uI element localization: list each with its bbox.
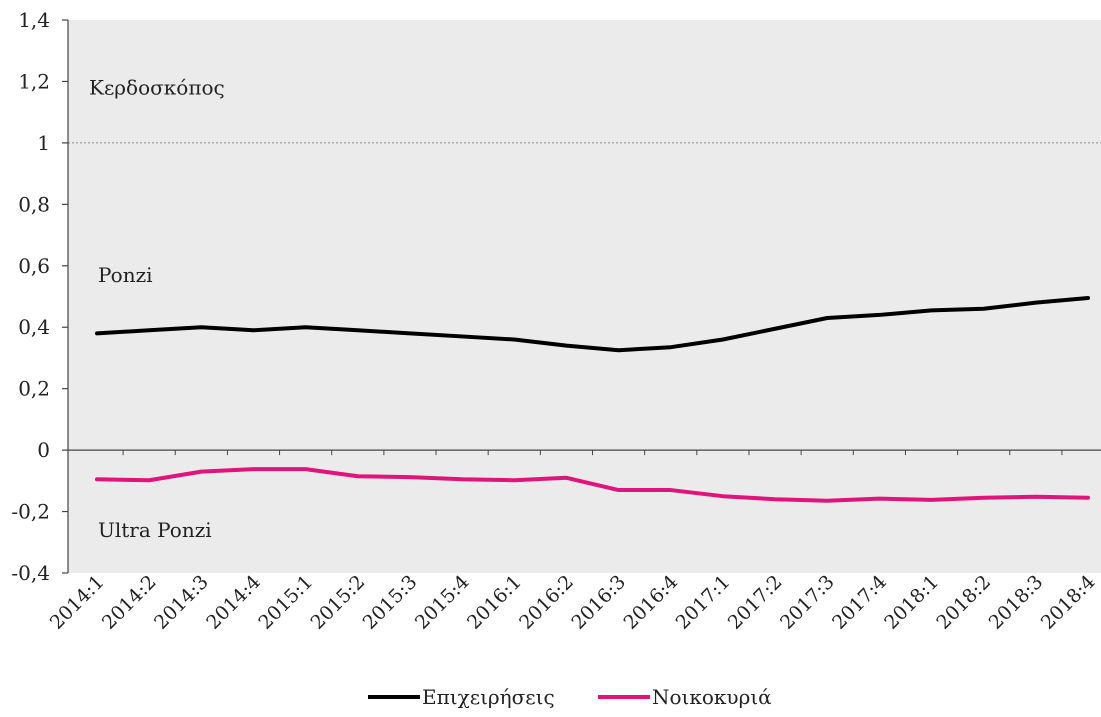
y-tick-label: 0,4 [18, 315, 50, 339]
y-tick-label: 1,4 [18, 8, 50, 32]
y-tick-label: 0,2 [18, 377, 50, 401]
x-tick-label: 2018:2 [932, 571, 995, 634]
x-tick-label: 2015:2 [307, 571, 370, 634]
x-tick-label: 2016:1 [463, 571, 526, 634]
x-tick-label: 2017:4 [828, 571, 891, 634]
x-tick-label: 2017:3 [776, 571, 839, 634]
x-tick-label: 2015:1 [254, 571, 317, 634]
annotation-label: Ponzi [98, 263, 153, 287]
x-tick-label: 2018:4 [1037, 571, 1100, 634]
y-tick-label: 1,2 [18, 69, 50, 93]
x-tick-label: 2014:4 [202, 571, 265, 634]
y-tick-label: 1 [37, 131, 50, 155]
x-tick-label: 2017:2 [724, 571, 787, 634]
x-tick-label: 2017:1 [672, 571, 735, 634]
y-tick-label: -0,4 [11, 561, 50, 585]
x-tick-label: 2016:3 [567, 571, 630, 634]
x-tick-label: 2015:3 [359, 571, 422, 634]
y-tick-label: 0,8 [18, 192, 50, 216]
x-tick-label: 2014:1 [46, 571, 109, 634]
y-tick-label: 0 [37, 438, 50, 462]
x-tick-label: 2016:2 [515, 571, 578, 634]
x-tick-label: 2018:1 [880, 571, 943, 634]
x-tick-label: 2014:3 [150, 571, 213, 634]
y-tick-label: 0,6 [18, 254, 50, 278]
x-tick-label: 2014:2 [98, 571, 161, 634]
legend-label: Επιχειρήσεις [422, 685, 555, 709]
annotation-label: Ultra Ponzi [98, 518, 212, 542]
series-line-2 [95, 467, 1090, 503]
y-tick-label: -0,2 [11, 500, 50, 524]
x-tick-label: 2016:4 [619, 571, 682, 634]
series-line-1 [95, 296, 1090, 353]
plot-area [68, 20, 1101, 573]
legend-label: Νοικοκυριά [652, 685, 772, 709]
x-tick-label: 2018:3 [985, 571, 1048, 634]
x-tick-label: 2015:4 [411, 571, 474, 634]
annotation-label: Κερδοσκόπος [89, 76, 225, 100]
